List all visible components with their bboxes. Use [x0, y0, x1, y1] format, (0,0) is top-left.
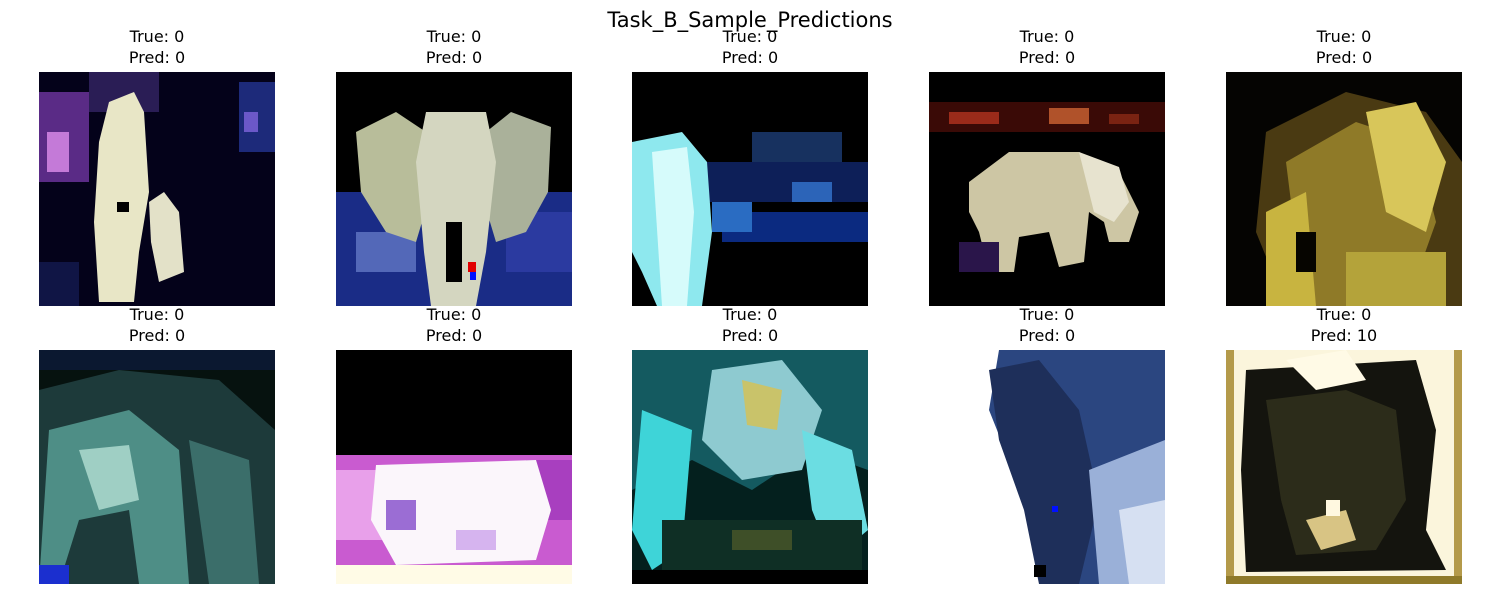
- true-label: True: 0: [426, 305, 482, 324]
- pred-label: Pred: 0: [1018, 326, 1076, 345]
- pred-label: Pred: 0: [425, 48, 483, 67]
- sample-image: [1226, 72, 1462, 306]
- pred-label: Pred: 0: [128, 326, 186, 345]
- sample-image: [1226, 350, 1462, 584]
- sample-image: [632, 350, 868, 584]
- true-label: True: 0: [1019, 27, 1075, 46]
- panel-title: True: 0 Pred: 0: [0, 304, 315, 346]
- pred-label: Pred: 0: [721, 326, 779, 345]
- panel-title: True: 0 Pred: 0: [592, 26, 908, 68]
- sample-image: [39, 350, 275, 584]
- true-label: True: 0: [722, 27, 778, 46]
- figure-title: Task_B_Sample_Predictions: [607, 8, 893, 32]
- true-label: True: 0: [1019, 305, 1075, 324]
- true-label: True: 0: [1316, 27, 1372, 46]
- true-label: True: 0: [722, 305, 778, 324]
- panel-title: True: 0 Pred: 0: [0, 26, 315, 68]
- panel-title: True: 0 Pred: 0: [296, 304, 612, 346]
- sample-image: [336, 72, 572, 306]
- sample-image: [929, 72, 1165, 306]
- panel-title: True: 0 Pred: 0: [889, 26, 1205, 68]
- pred-label: Pred: 0: [425, 326, 483, 345]
- true-label: True: 0: [426, 27, 482, 46]
- true-label: True: 0: [129, 27, 185, 46]
- pred-label: Pred: 0: [128, 48, 186, 67]
- panel-title: True: 0 Pred: 0: [1186, 26, 1500, 68]
- panel-title: True: 0 Pred: 0: [592, 304, 908, 346]
- sample-image: [929, 350, 1165, 584]
- panel-title: True: 0 Pred: 0: [889, 304, 1205, 346]
- pred-label: Pred: 0: [1315, 48, 1373, 67]
- pred-label: Pred: 0: [721, 48, 779, 67]
- sample-image: [39, 72, 275, 306]
- pred-label: Pred: 0: [1018, 48, 1076, 67]
- panel-title: True: 0 Pred: 10: [1186, 304, 1500, 346]
- sample-image: [336, 350, 572, 584]
- panel-title: True: 0 Pred: 0: [296, 26, 612, 68]
- pred-label: Pred: 10: [1310, 326, 1378, 345]
- true-label: True: 0: [129, 305, 185, 324]
- true-label: True: 0: [1316, 305, 1372, 324]
- sample-image: [632, 72, 868, 306]
